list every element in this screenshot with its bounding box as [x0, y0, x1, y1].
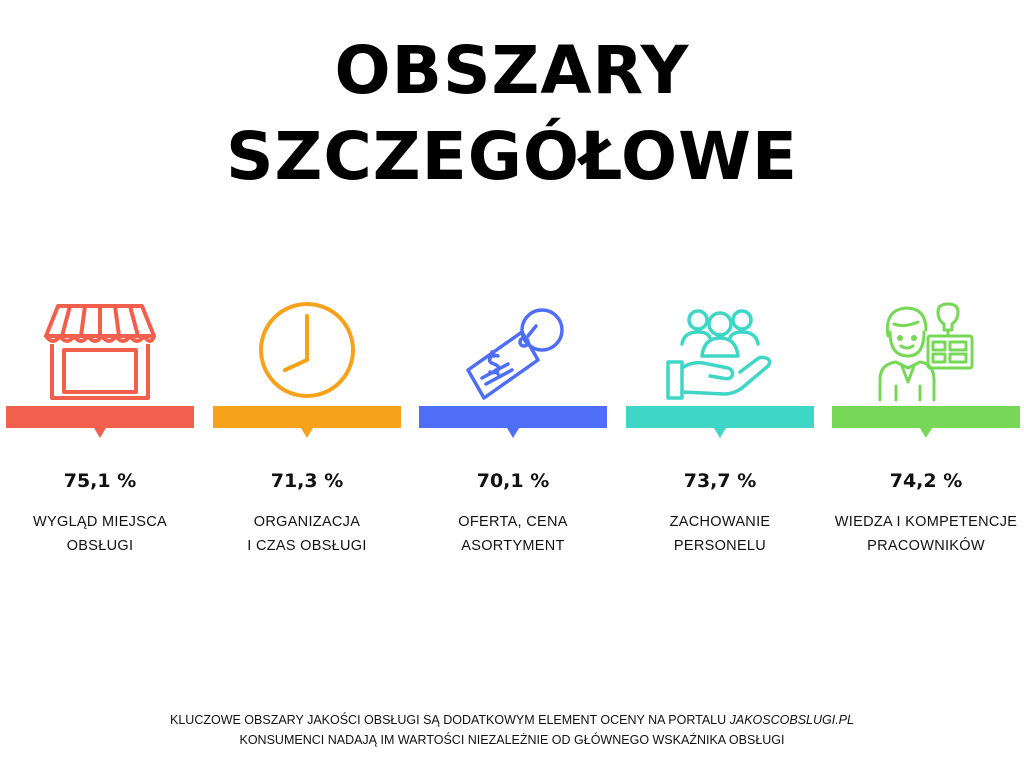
title-line-2: SZCZEGÓŁOWE — [0, 114, 1024, 200]
label-line-1: WYGLĄD MIEJSCA — [0, 510, 200, 534]
footer-line-2: KONSUMENCI NADAJĄ IM WARTOŚCI NIEZALEŻNI… — [0, 730, 1024, 750]
percent-value: 75,1 % — [6, 470, 194, 492]
percent-value: 74,2 % — [832, 470, 1020, 492]
color-bar — [419, 406, 607, 428]
label-line-1: ZACHOWANIE — [620, 510, 820, 534]
area-organization: 71,3 % ORGANIZACJA I CZAS OBSŁUGI — [213, 290, 401, 570]
percent-value: 71,3 % — [213, 470, 401, 492]
label-line-2: ASORTYMENT — [413, 534, 613, 558]
clock-icon — [213, 290, 401, 402]
label-line-1: WIEDZA I KOMPETENCJE — [826, 510, 1024, 534]
label-line-2: OBSŁUGI — [0, 534, 200, 558]
color-bar — [213, 406, 401, 428]
label-line-1: ORGANIZACJA — [207, 510, 407, 534]
area-label: ORGANIZACJA I CZAS OBSŁUGI — [207, 510, 407, 558]
percent-value: 70,1 % — [419, 470, 607, 492]
storefront-icon — [6, 290, 194, 402]
area-offer: 70,1 % OFERTA, CENA ASORTYMENT — [419, 290, 607, 570]
portal-link[interactable]: JAKOSCOBSLUGI.PL — [730, 713, 854, 727]
label-line-2: I CZAS OBSŁUGI — [207, 534, 407, 558]
area-label: WIEDZA I KOMPETENCJE PRACOWNIKÓW — [826, 510, 1024, 558]
footer-note: KLUCZOWE OBSZARY JAKOŚCI OBSŁUGI SĄ DODA… — [0, 710, 1024, 750]
color-bar — [6, 406, 194, 428]
color-bar — [832, 406, 1020, 428]
area-label: OFERTA, CENA ASORTYMENT — [413, 510, 613, 558]
area-knowledge: 74,2 % WIEDZA I KOMPETENCJE PRACOWNIKÓW — [832, 290, 1020, 570]
label-line-2: PRACOWNIKÓW — [826, 534, 1024, 558]
area-label: ZACHOWANIE PERSONELU — [620, 510, 820, 558]
page-title: OBSZARY SZCZEGÓŁOWE — [0, 28, 1024, 200]
price-tag-icon — [419, 290, 607, 402]
employee-idea-icon — [832, 290, 1020, 402]
title-line-1: OBSZARY — [0, 28, 1024, 114]
area-label: WYGLĄD MIEJSCA OBSŁUGI — [0, 510, 200, 558]
label-line-2: PERSONELU — [620, 534, 820, 558]
color-bar — [626, 406, 814, 428]
hand-people-icon — [626, 290, 814, 402]
area-appearance: 75,1 % WYGLĄD MIEJSCA OBSŁUGI — [6, 290, 194, 570]
percent-value: 73,7 % — [626, 470, 814, 492]
footer-text: KLUCZOWE OBSZARY JAKOŚCI OBSŁUGI SĄ DODA… — [170, 713, 730, 727]
area-staff-behavior: 73,7 % ZACHOWANIE PERSONELU — [626, 290, 814, 570]
label-line-1: OFERTA, CENA — [413, 510, 613, 534]
footer-line-1: KLUCZOWE OBSZARY JAKOŚCI OBSŁUGI SĄ DODA… — [0, 710, 1024, 730]
